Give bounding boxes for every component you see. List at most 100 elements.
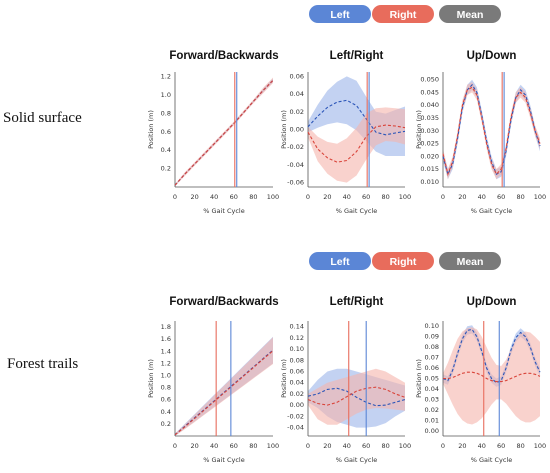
y-tick-label: 0.04 bbox=[425, 385, 439, 393]
x-tick-label: 80 bbox=[516, 442, 524, 450]
x-tick-label: 60 bbox=[362, 442, 370, 450]
y-axis-label: Position (m) bbox=[415, 359, 423, 398]
y-tick-label: 0.04 bbox=[290, 379, 304, 387]
y-tick-label: 0.12 bbox=[290, 334, 304, 342]
x-tick-label: 100 bbox=[534, 193, 546, 201]
x-tick-label: 0 bbox=[441, 442, 445, 450]
band-right bbox=[443, 327, 540, 425]
row-forest-trails: Forest trails Forward/Backwards Position … bbox=[7, 296, 546, 464]
legend-item-left-button[interactable] bbox=[309, 252, 371, 270]
y-tick-label: 0.00 bbox=[290, 401, 304, 409]
x-tick-label: 60 bbox=[230, 442, 238, 450]
x-axis-label: % Gait Cycle bbox=[203, 456, 244, 464]
x-axis-label: % Gait Cycle bbox=[471, 207, 512, 215]
x-tick-label: 40 bbox=[210, 442, 218, 450]
legend-item-label: Left bbox=[330, 256, 350, 268]
x-tick-label: 40 bbox=[343, 193, 351, 201]
mean-line-right bbox=[174, 79, 274, 186]
mean-line-right bbox=[307, 124, 406, 163]
x-tick-label: 100 bbox=[399, 442, 411, 450]
y-tick-label: 0.045 bbox=[420, 88, 439, 96]
mean-line-left bbox=[442, 328, 541, 384]
legend-item-right-button[interactable] bbox=[372, 5, 434, 23]
x-tick-label: 0 bbox=[173, 442, 177, 450]
legend-item-right-button[interactable] bbox=[372, 252, 434, 270]
x-tick-label: 100 bbox=[267, 442, 279, 450]
x-tick-label: 40 bbox=[478, 442, 486, 450]
y-tick-label: 0.4 bbox=[161, 408, 171, 416]
y-tick-label: 0.06 bbox=[290, 72, 304, 80]
panel-forest-up-down: Up/Down Position (m) % Gait Cycle 0.00 0.01 0… bbox=[415, 296, 546, 464]
panel-title: Forward/Backwards bbox=[169, 296, 278, 308]
y-tick-label: -0.04 bbox=[287, 424, 304, 432]
mean-line-right bbox=[307, 386, 406, 406]
panel-forest-forward-backwards: Forward/Backwards Position (m) % Gait Cycl… bbox=[147, 296, 279, 464]
x-axis-label: % Gait Cycle bbox=[336, 456, 377, 464]
y-tick-label: 0.01 bbox=[425, 416, 439, 424]
legend-item-label: Right bbox=[390, 256, 417, 268]
y-tick-label: 0.8 bbox=[161, 384, 171, 392]
y-tick-label: 0.07 bbox=[425, 354, 439, 362]
panel-forest-left-right: Left/Right Position (m) % Gait Cycle -0.04 -… bbox=[280, 296, 411, 464]
y-tick-label: 0.6 bbox=[161, 396, 171, 404]
mean-line-left bbox=[307, 387, 406, 407]
x-tick-label: 20 bbox=[323, 193, 331, 201]
x-tick-label: 80 bbox=[249, 193, 257, 201]
y-axis-label: Position (m) bbox=[147, 110, 155, 149]
row-solid-surface: Solid surface Forward/Backwards Position … bbox=[3, 50, 546, 215]
x-axis-label: % Gait Cycle bbox=[203, 207, 244, 215]
y-tick-label: -0.04 bbox=[287, 161, 304, 169]
panel-title: Forward/Backwards bbox=[169, 50, 278, 62]
panel-solid-up-down: Up/Down Position (m) % Gait Cycle 0.010 0.01… bbox=[415, 50, 546, 215]
y-tick-label: 0.02 bbox=[290, 108, 304, 116]
y-tick-label: 1.0 bbox=[161, 371, 171, 379]
panel-solid-forward-backwards: Forward/Backwards Position (m) % Gait Cycl… bbox=[147, 50, 279, 215]
x-tick-label: 60 bbox=[230, 193, 238, 201]
x-tick-label: 0 bbox=[441, 193, 445, 201]
y-tick-label: 0.040 bbox=[420, 101, 439, 109]
y-tick-label: 0.02 bbox=[290, 390, 304, 398]
x-tick-label: 20 bbox=[323, 442, 331, 450]
x-tick-label: 0 bbox=[306, 193, 310, 201]
x-tick-label: 40 bbox=[343, 442, 351, 450]
y-axis-label: Position (m) bbox=[415, 110, 423, 149]
y-tick-label: 0.06 bbox=[425, 364, 439, 372]
legend-item-mean-button[interactable] bbox=[439, 5, 501, 23]
y-tick-label: 0.05 bbox=[425, 375, 439, 383]
y-tick-label: 0.4 bbox=[161, 146, 171, 154]
y-tick-label: 1.2 bbox=[161, 359, 171, 367]
x-tick-label: 80 bbox=[249, 442, 257, 450]
mean-line-left bbox=[442, 83, 541, 176]
panel-title: Up/Down bbox=[467, 296, 517, 308]
legend-item-left-button[interactable] bbox=[309, 5, 371, 23]
x-tick-label: 80 bbox=[381, 442, 389, 450]
mean-line-right bbox=[442, 86, 541, 177]
panel-title: Up/Down bbox=[467, 50, 517, 62]
y-tick-label: 1.4 bbox=[161, 347, 171, 355]
x-tick-label: 40 bbox=[210, 193, 218, 201]
y-tick-label: 0.00 bbox=[290, 126, 304, 134]
mean-line-left bbox=[307, 99, 406, 136]
y-tick-label: 0.10 bbox=[290, 345, 304, 353]
mean-line-right bbox=[443, 371, 541, 383]
x-tick-label: 0 bbox=[173, 193, 177, 201]
legend-row-1: Left Right Mean bbox=[309, 252, 501, 270]
y-tick-label: 1.6 bbox=[161, 335, 171, 343]
panel-solid-left-right: Left/Right Position (m) % Gait Cycle -0.06 -… bbox=[280, 50, 411, 215]
y-tick-label: 0.08 bbox=[425, 343, 439, 351]
row-label-solid-surface: Solid surface bbox=[3, 110, 82, 126]
y-tick-label: 0.035 bbox=[420, 114, 439, 122]
legend-item-label: Right bbox=[390, 9, 417, 21]
x-tick-label: 60 bbox=[497, 442, 505, 450]
x-tick-label: 100 bbox=[267, 193, 279, 201]
x-tick-label: 20 bbox=[458, 193, 466, 201]
y-tick-label: 1.8 bbox=[161, 323, 171, 331]
y-tick-label: 1.2 bbox=[161, 73, 171, 81]
x-axis-label: % Gait Cycle bbox=[336, 207, 377, 215]
y-axis-label: Position (m) bbox=[280, 359, 288, 398]
y-tick-label: 0.08 bbox=[290, 356, 304, 364]
panel-title: Left/Right bbox=[330, 50, 384, 62]
y-tick-label: -0.06 bbox=[287, 179, 304, 187]
legend-item-mean-button[interactable] bbox=[439, 252, 501, 270]
